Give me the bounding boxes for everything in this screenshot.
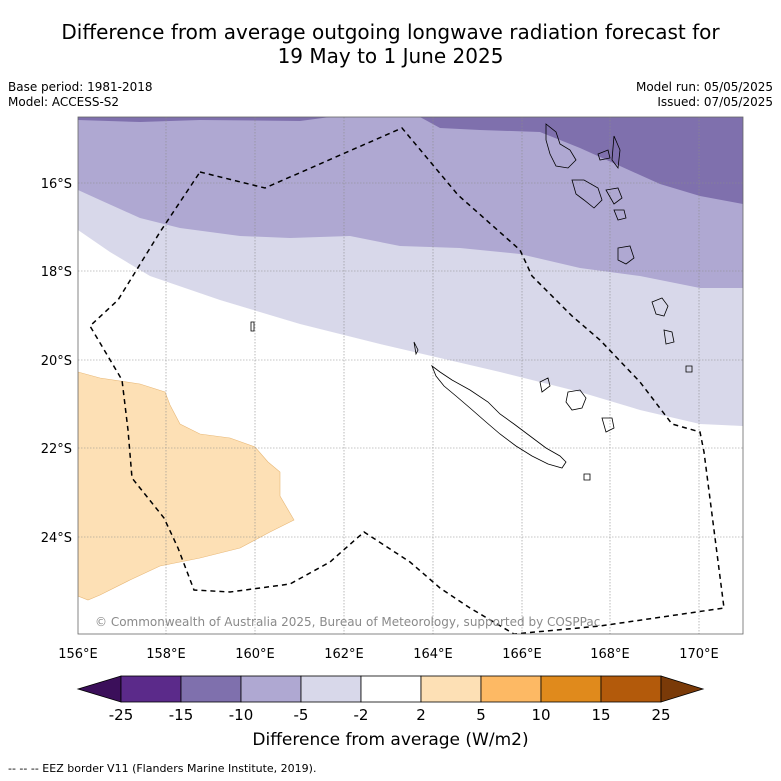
colorbar-segment xyxy=(600,675,662,703)
colorbar-tick: -15 xyxy=(169,706,194,724)
anomaly-band-minus10 xyxy=(420,117,743,204)
issued-date: Issued: 07/05/2025 xyxy=(657,95,773,109)
anomaly-band-minus10-top xyxy=(78,117,330,122)
lon-label: 160°E xyxy=(235,647,275,662)
lon-label: 170°E xyxy=(679,647,719,662)
map-frame xyxy=(77,116,744,635)
anomaly-band-minus5 xyxy=(78,117,743,288)
colorbar-title: Difference from average (W/m2) xyxy=(252,730,529,750)
title-line-2: 19 May to 1 June 2025 xyxy=(277,44,504,68)
lat-label: 16°S xyxy=(41,177,72,192)
map-title: Difference from average outgoing longwav… xyxy=(0,20,781,68)
lon-label: 162°E xyxy=(324,647,364,662)
lon-label: 156°E xyxy=(58,647,98,662)
colorbar-tick: -25 xyxy=(109,706,134,724)
colorbar-segment xyxy=(540,675,602,703)
colorbar-extend-high xyxy=(660,675,705,703)
colorbar-tick: -10 xyxy=(229,706,254,724)
colorbar-segment xyxy=(240,675,302,703)
model-name: Model: ACCESS-S2 xyxy=(8,95,120,109)
colorbar-tick: 5 xyxy=(476,706,486,724)
colorbar-tick: 2 xyxy=(416,706,426,724)
base-period: Base period: 1981-2018 xyxy=(8,80,153,94)
lon-label: 168°E xyxy=(590,647,630,662)
islet-west xyxy=(250,321,255,332)
lat-label: 22°S xyxy=(41,442,72,457)
colorbar-tick: 10 xyxy=(531,706,550,724)
lon-label: 166°E xyxy=(502,647,542,662)
colorbar-segment xyxy=(300,675,362,703)
colorbar: -25 -15 -10 -5 -2 2 5 10 15 25 xyxy=(76,675,705,724)
graticule xyxy=(78,117,743,634)
copyright-notice: © Commonwealth of Australia 2025, Bureau… xyxy=(95,615,600,629)
colorbar-tick: 15 xyxy=(591,706,610,724)
colorbar-segment xyxy=(480,675,542,703)
colorbar-tick: -5 xyxy=(294,706,309,724)
anomaly-band-plus2 xyxy=(78,371,295,601)
new-caledonia-island xyxy=(431,364,567,469)
vanuatu-islands xyxy=(545,123,693,373)
colorbar-tick: 25 xyxy=(651,706,670,724)
colorbar-segment xyxy=(420,675,482,703)
latitude-labels: 16°S 18°S 20°S 22°S 24°S xyxy=(41,177,72,546)
eez-footnote: -- -- -- EEZ border V11 (Flanders Marine… xyxy=(8,762,317,775)
loyalty-islands xyxy=(539,377,615,433)
map-area: © Commonwealth of Australia 2025, Bureau… xyxy=(78,117,743,634)
longitude-labels: 156°E 158°E 160°E 162°E 164°E 166°E 168°… xyxy=(58,647,719,662)
model-run: Model run: 05/05/2025 xyxy=(635,80,773,94)
islet xyxy=(413,341,419,356)
lon-label: 158°E xyxy=(146,647,186,662)
meta-right: Model run: 05/05/2025 Issued: 07/05/2025 xyxy=(636,80,773,110)
colorbar-segment xyxy=(180,675,242,703)
lon-label: 164°E xyxy=(413,647,453,662)
lat-label: 24°S xyxy=(41,531,72,546)
colorbar-segment xyxy=(360,675,422,703)
eez-border xyxy=(89,127,725,634)
colorbar-tick: -2 xyxy=(354,706,369,724)
lat-label: 20°S xyxy=(41,354,72,369)
isle-of-pines xyxy=(583,473,591,481)
lat-label: 18°S xyxy=(41,265,72,280)
title-line-1: Difference from average outgoing longwav… xyxy=(61,20,720,44)
meta-left: Base period: 1981-2018 Model: ACCESS-S2 xyxy=(8,80,153,110)
colorbar-extend-low xyxy=(76,675,122,703)
colorbar-segment xyxy=(120,675,182,703)
